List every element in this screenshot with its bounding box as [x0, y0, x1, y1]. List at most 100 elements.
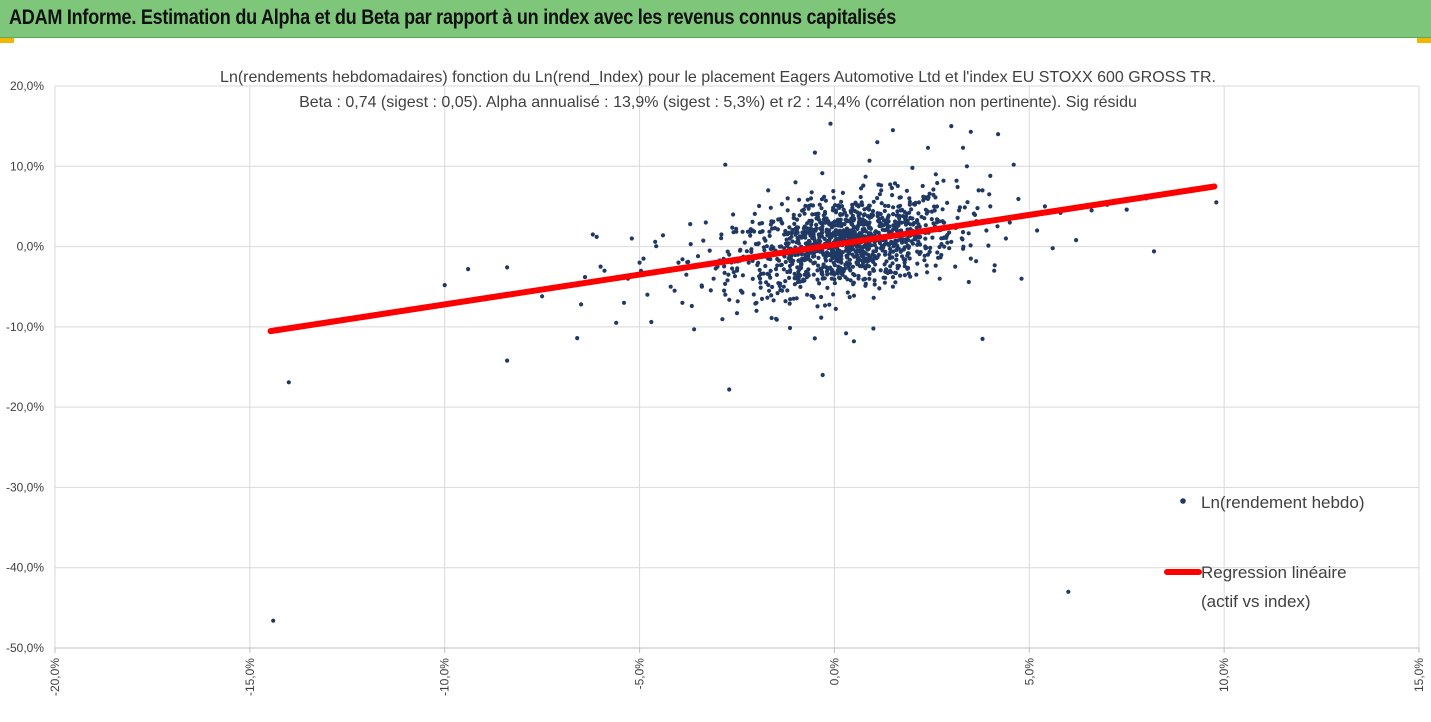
y-tick-label: -50,0%: [6, 641, 44, 655]
scatter-point: [833, 210, 839, 215]
scatter-point: [825, 250, 830, 256]
scatter-point: [1035, 228, 1040, 233]
scatter-point: [722, 264, 727, 269]
scatter-point: [602, 268, 607, 273]
scatter-point: [766, 188, 771, 193]
scatter-point: [925, 145, 931, 150]
scatter-point: [769, 293, 774, 298]
scatter-point: [827, 302, 832, 307]
scatter-point: [768, 257, 773, 262]
scatter-point: [799, 252, 804, 257]
scatter-point: [840, 267, 845, 273]
scatter-point: [757, 203, 762, 209]
scatter-point: [883, 218, 888, 223]
scatter-point: [767, 233, 772, 238]
scatter-point: [924, 263, 929, 268]
scatter-point: [863, 174, 868, 179]
scatter-point: [752, 211, 757, 216]
scatter-point: [814, 226, 819, 231]
scatter-point: [831, 230, 836, 235]
scatter-point: [976, 188, 981, 193]
scatter-point: [286, 380, 291, 385]
scatter-point: [833, 306, 838, 311]
scatter-point: [789, 234, 794, 239]
scatter-point: [668, 284, 673, 289]
scatter-point: [831, 260, 836, 265]
scatter-point: [884, 267, 889, 272]
scatter-point: [805, 240, 810, 246]
scatter-point: [649, 319, 654, 325]
scatter-point: [910, 241, 916, 246]
scatter-point: [885, 215, 891, 220]
scatter-point: [898, 273, 903, 278]
scatter-point: [723, 162, 728, 167]
scatter-point: [995, 224, 1000, 229]
scatter-point: [848, 278, 853, 283]
scatter-point: [719, 236, 724, 241]
scatter-point: [871, 199, 876, 204]
scatter-point: [850, 252, 855, 257]
scatter-point: [856, 273, 861, 279]
scatter-point: [734, 229, 739, 234]
scatter-point: [740, 229, 745, 234]
scatter-point: [987, 192, 992, 197]
scatter-point: [933, 172, 938, 177]
scatter-point: [802, 272, 807, 277]
scatter-point: [763, 263, 768, 269]
scatter-point: [756, 241, 761, 246]
scatter-point: [888, 182, 893, 187]
scatter-point: [811, 272, 816, 277]
scatter-point: [798, 264, 803, 269]
scatter-point: [856, 222, 861, 227]
scatter-point: [844, 213, 849, 218]
scatter-point: [847, 295, 852, 300]
scatter-point: [914, 272, 919, 277]
scatter-point: [905, 265, 911, 270]
scatter-point: [787, 263, 793, 269]
scatter-point: [791, 215, 796, 220]
accent-corner-left: [0, 38, 14, 43]
scatter-point: [923, 236, 928, 241]
scatter-point: [773, 267, 779, 272]
scatter-point: [880, 227, 885, 232]
scatter-point: [785, 208, 790, 213]
scatter-point: [575, 336, 580, 341]
scatter-point: [770, 226, 775, 231]
scatter-point: [748, 229, 753, 234]
scatter-point: [817, 234, 822, 239]
accent-corner-right: [1417, 38, 1431, 43]
scatter-point: [961, 246, 966, 251]
scatter-points: [271, 121, 1219, 623]
scatter-point: [941, 178, 946, 183]
legend: Ln(rendement hebdo) Regression linéaire …: [1164, 493, 1365, 611]
scatter-point: [819, 294, 824, 300]
scatter-point: [790, 239, 795, 244]
scatter-point: [850, 264, 856, 269]
scatter-point: [800, 230, 805, 235]
scatter-point: [923, 244, 928, 249]
scatter-point: [935, 250, 940, 255]
scatter-point: [860, 263, 866, 268]
scatter-point: [860, 227, 865, 232]
scatter-point: [888, 264, 893, 269]
scatter-point: [867, 276, 872, 281]
scatter-point: [870, 252, 875, 257]
scatter-point: [887, 252, 892, 257]
scatter-point: [980, 336, 985, 341]
scatter-point: [793, 180, 798, 185]
scatter-point: [852, 208, 858, 214]
scatter-point: [785, 242, 790, 247]
scatter-point: [928, 245, 933, 250]
scatter-point: [787, 230, 792, 235]
scatter-point: [802, 258, 807, 263]
scatter-point: [918, 250, 923, 255]
scatter-point: [1003, 236, 1009, 241]
y-tick-label: -40,0%: [6, 561, 44, 575]
scatter-point: [645, 292, 650, 297]
scatter-point: [699, 283, 704, 288]
scatter-point: [975, 206, 980, 211]
scatter-point: [806, 273, 811, 278]
scatter-point: [915, 261, 920, 266]
scatter-point: [988, 173, 993, 178]
scatter-point: [725, 249, 730, 254]
